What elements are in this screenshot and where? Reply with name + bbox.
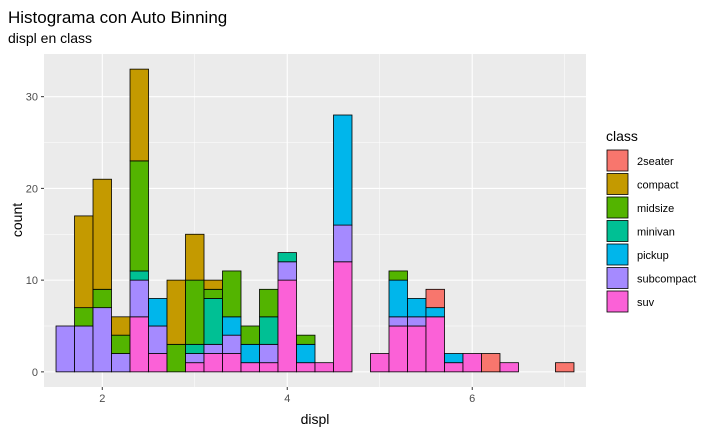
bar-segment-compact xyxy=(185,233,205,281)
bar-segment-midsize xyxy=(222,270,242,318)
bar-segment-suv xyxy=(370,353,390,373)
bar-segment-compact xyxy=(92,178,112,290)
bar-segment-subcompact xyxy=(92,307,112,373)
y-axis-title: count xyxy=(9,203,25,237)
bar-segment-suv xyxy=(222,353,242,373)
bar-segment-suv xyxy=(129,316,149,373)
y-tick-label: 20 xyxy=(26,183,38,195)
bar-segment-pickup xyxy=(444,353,464,364)
histogram-bars xyxy=(55,68,575,373)
legend-label-suv: suv xyxy=(637,297,655,309)
bar-segment-midsize xyxy=(203,288,223,299)
bar-segment-compact xyxy=(203,279,223,290)
bar-segment-suv xyxy=(148,353,168,373)
bar-segment-subcompact xyxy=(203,343,223,354)
x-tick-label: 4 xyxy=(284,393,290,405)
bar-segment-midsize xyxy=(240,325,260,345)
bar-segment-pickup xyxy=(296,343,316,364)
bar-segment-suv xyxy=(407,325,427,373)
bar-segment-subcompact xyxy=(277,261,297,281)
bar-segment-suv xyxy=(314,362,334,373)
bar-segment-suv xyxy=(462,353,482,373)
legend-title: class xyxy=(606,128,638,144)
legend-key-pickup xyxy=(606,243,629,266)
bar-segment-midsize xyxy=(388,270,408,281)
bar-segment-subcompact xyxy=(148,325,168,354)
bar-segment-suv xyxy=(499,362,519,373)
x-axis-title: displ xyxy=(301,411,330,427)
bar-segment-2seater xyxy=(555,362,575,373)
bar-segment-subcompact xyxy=(111,353,131,373)
y-tick-label: 30 xyxy=(26,92,38,104)
bar-segment-pickup xyxy=(388,279,408,318)
legend-key-subcompact xyxy=(606,267,629,289)
axes: 0 10 20 30 2 4 6 xyxy=(26,92,476,405)
y-tick-label: 0 xyxy=(32,367,38,379)
bar-segment-subcompact xyxy=(259,343,279,364)
legend-label-compact: compact xyxy=(637,180,679,192)
bar-segment-suv xyxy=(425,316,445,373)
bar-segment-compact xyxy=(129,68,149,162)
bar-segment-subcompact xyxy=(74,325,94,373)
bar-segment-compact xyxy=(166,279,186,345)
bar-segment-2seater xyxy=(481,353,501,373)
y-tick-label: 10 xyxy=(26,275,38,287)
bar-segment-midsize xyxy=(185,279,205,345)
legend-label-midsize: midsize xyxy=(637,203,674,215)
bar-segment-2seater xyxy=(425,288,445,309)
legend: class 2seater compact midsize minivan pickup… xyxy=(606,128,696,313)
x-tick-label: 2 xyxy=(99,393,105,405)
bar-segment-minivan xyxy=(259,316,279,345)
bar-segment-suv xyxy=(333,261,353,373)
bar-segment-subcompact xyxy=(129,279,149,318)
bar-segment-minivan xyxy=(277,252,297,263)
chart-subtitle: displ en class xyxy=(8,30,92,46)
legend-key-2seater xyxy=(606,149,629,172)
bar-segment-subcompact xyxy=(222,334,242,354)
bar-segment-subcompact xyxy=(333,224,353,263)
legend-key-suv xyxy=(606,290,629,313)
bar-segment-suv xyxy=(185,362,205,373)
bar-segment-subcompact xyxy=(55,325,75,373)
bar-segment-minivan xyxy=(203,298,223,345)
bar-segment-suv xyxy=(388,325,408,373)
legend-label-pickup: pickup xyxy=(637,250,669,262)
bar-segment-pickup xyxy=(425,307,445,318)
bar-segment-minivan xyxy=(185,343,205,354)
legend-key-minivan xyxy=(606,220,629,242)
legend-label-subcompact: subcompact xyxy=(637,274,696,286)
bar-segment-midsize xyxy=(296,334,316,345)
bar-segment-subcompact xyxy=(407,316,427,327)
bar-segment-pickup xyxy=(148,298,168,327)
bar-segment-suv xyxy=(240,362,260,373)
bar-segment-minivan xyxy=(129,270,149,281)
bar-segment-midsize xyxy=(166,343,186,373)
legend-key-compact xyxy=(606,173,629,195)
bar-segment-pickup xyxy=(333,114,353,226)
bar-segment-midsize xyxy=(111,334,131,354)
bar-segment-pickup xyxy=(407,298,427,318)
bar-segment-midsize xyxy=(74,307,94,327)
bar-segment-suv xyxy=(296,362,316,373)
bar-segment-midsize xyxy=(129,160,149,272)
bar-segment-subcompact xyxy=(185,353,205,364)
bar-segment-midsize xyxy=(259,288,279,318)
bar-segment-suv xyxy=(259,362,279,373)
bar-segment-suv xyxy=(203,353,223,373)
bar-segment-midsize xyxy=(92,288,112,309)
bar-segment-suv xyxy=(277,279,297,373)
legend-label-2seater: 2seater xyxy=(637,156,674,168)
bar-segment-pickup xyxy=(222,316,242,336)
bar-segment-compact xyxy=(74,215,94,309)
legend-label-minivan: minivan xyxy=(637,227,675,239)
bar-segment-compact xyxy=(111,316,131,336)
bar-segment-suv xyxy=(444,362,464,373)
chart-title: Histograma con Auto Binning xyxy=(8,8,227,27)
bar-segment-pickup xyxy=(240,343,260,364)
bar-segment-subcompact xyxy=(388,316,408,327)
legend-key-midsize xyxy=(606,196,629,219)
x-tick-label: 6 xyxy=(469,393,475,405)
